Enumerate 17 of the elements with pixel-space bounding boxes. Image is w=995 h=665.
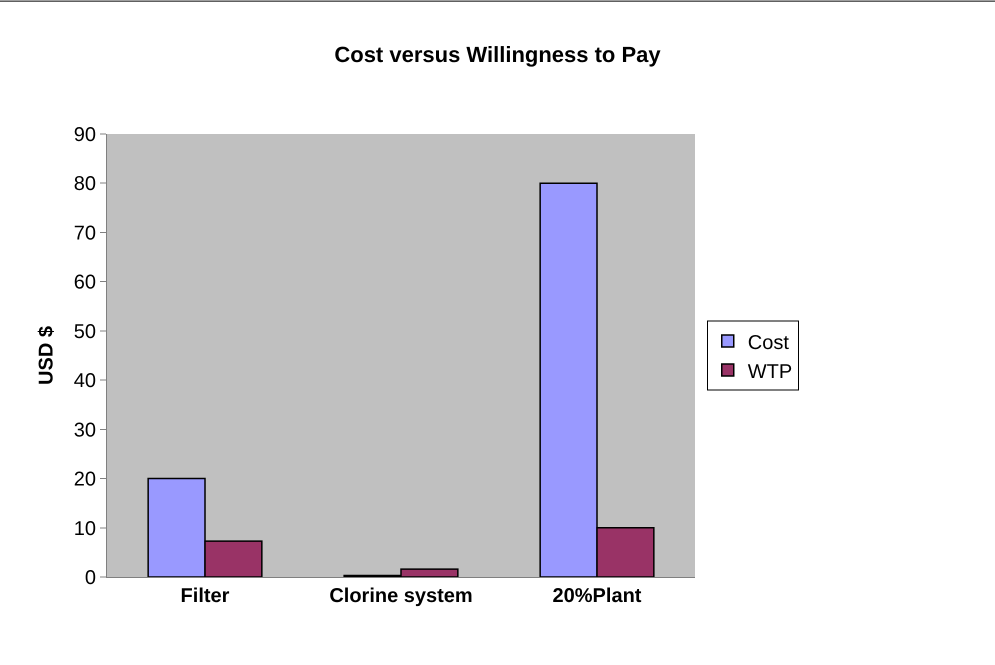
x-tick-label: 20%Plant — [552, 585, 642, 607]
x-tick-label: Clorine system — [329, 585, 473, 607]
y-tick-label: 0 — [84, 567, 96, 589]
legend-label: WTP — [748, 360, 792, 383]
y-tick-label: 90 — [74, 124, 96, 146]
y-tick-label: 20 — [74, 468, 96, 491]
y-tick-label: 10 — [74, 518, 96, 540]
y-tick-label: 30 — [74, 419, 96, 442]
y-tick-label: 80 — [74, 173, 96, 196]
y-axis-title: USD $ — [35, 326, 58, 385]
y-tick-label: 50 — [74, 320, 96, 343]
y-tick-label: 40 — [74, 370, 96, 392]
y-tick-label: 70 — [74, 222, 96, 244]
y-tick-label: 60 — [74, 272, 96, 294]
legend-label: Cost — [748, 332, 790, 354]
x-tick-label: Filter — [180, 585, 230, 607]
chart-title: Cost versus Willingness to Pay — [334, 42, 662, 67]
